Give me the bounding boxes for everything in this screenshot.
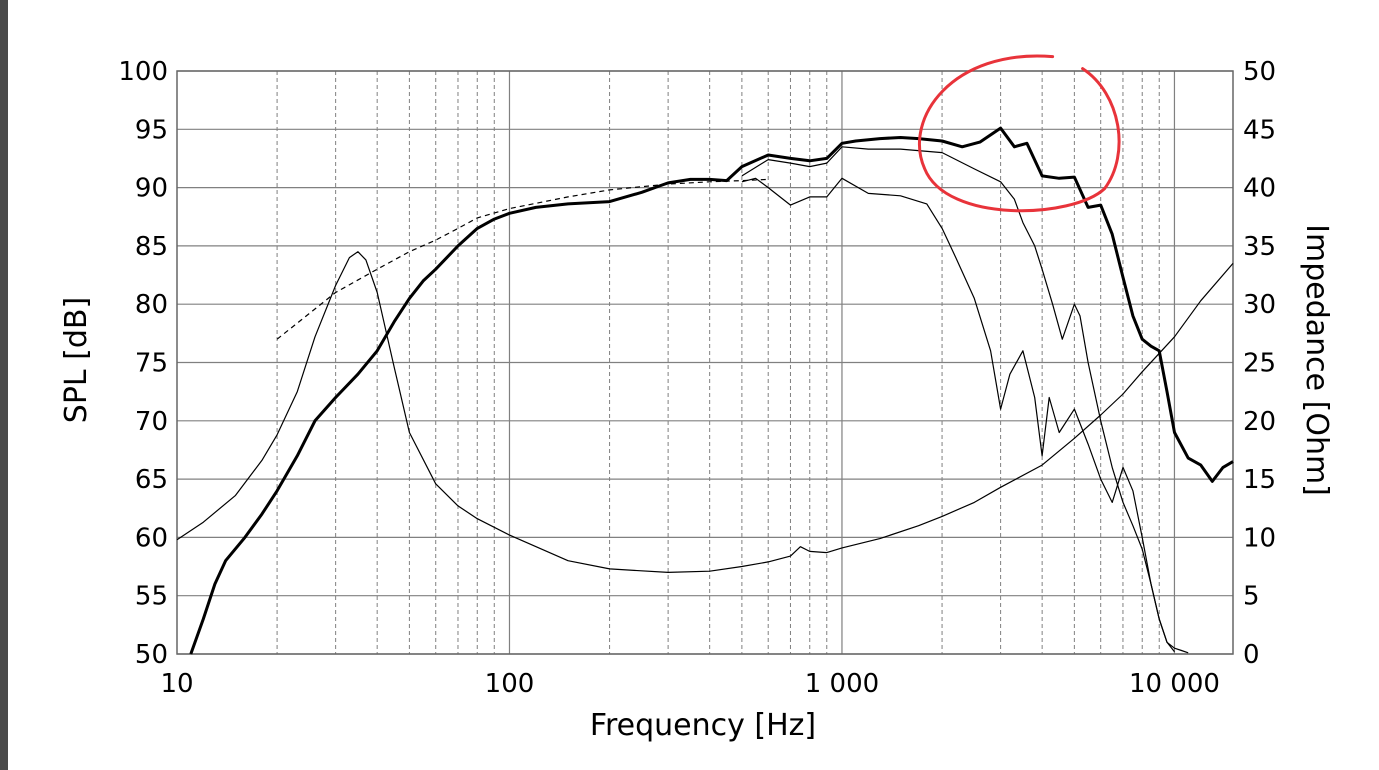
y2-tick-label-1: 45 (1243, 115, 1276, 145)
y2-tick-label-3: 35 (1243, 232, 1276, 262)
y-tick-label-9: 55 (135, 582, 168, 612)
y2-tick-label-0: 50 (1243, 57, 1276, 87)
y2-tick-label-2: 40 (1243, 174, 1276, 204)
series-line-2 (741, 177, 1175, 653)
x-tick-label-1: 100 (485, 669, 535, 699)
y2-tick-label-6: 20 (1243, 407, 1276, 437)
plot-frame (176, 70, 1234, 655)
y2-tick-label-10: 0 (1243, 640, 1260, 670)
series-line-1 (741, 146, 1189, 654)
y-tick-label-0: 100 (118, 57, 168, 87)
y-tick-label-2: 90 (135, 174, 168, 204)
x-tick-label-3: 10 000 (1129, 669, 1220, 699)
x-tick-label-0: 10 (160, 669, 193, 699)
x-tick-label-2: 1 000 (805, 669, 879, 699)
y2-tick-label-9: 5 (1243, 582, 1260, 612)
y-tick-label-6: 70 (135, 407, 168, 437)
y2-tick-label-8: 10 (1243, 523, 1276, 553)
y-tick-label-10: 50 (135, 640, 168, 670)
y-tick-label-8: 60 (135, 523, 168, 553)
x-axis-label: Frequency [Hz] (590, 708, 816, 743)
y-axis-label: SPL [dB] (59, 297, 94, 423)
y2-tick-label-7: 15 (1243, 465, 1276, 495)
y-tick-label-7: 65 (135, 465, 168, 495)
red-circle-annotation-0 (918, 54, 1121, 213)
y-tick-label-3: 85 (135, 232, 168, 262)
series-line-3 (276, 178, 769, 340)
y2-tick-label-5: 25 (1243, 349, 1276, 379)
grid (177, 70, 1233, 655)
window-edge (0, 0, 8, 770)
annotation-group (918, 54, 1121, 213)
y2-axis-label: Impedance [Ohm] (1299, 224, 1334, 496)
y2-tick-label-4: 30 (1243, 290, 1276, 320)
tick-labels: 1009590858075706560555050454035302520151… (118, 57, 1276, 699)
series-line-0 (189, 126, 1234, 655)
y-tick-label-4: 80 (135, 290, 168, 320)
series-line-4 (176, 251, 1234, 574)
y-tick-label-1: 95 (135, 115, 168, 145)
y-tick-label-5: 75 (135, 349, 168, 379)
series-group (176, 126, 1234, 655)
